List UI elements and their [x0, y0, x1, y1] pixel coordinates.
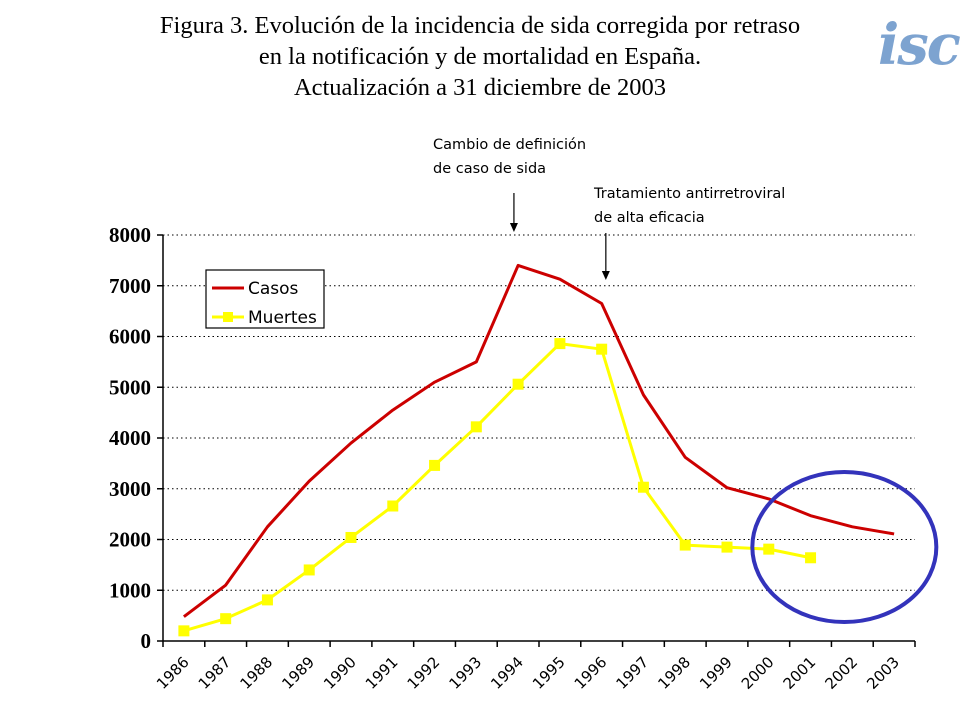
x-tick-label: 1990 — [320, 653, 360, 693]
x-tick-label: 1996 — [571, 653, 611, 693]
x-tick-label: 1989 — [278, 653, 318, 693]
y-tick-label: 7000 — [109, 274, 151, 298]
y-tick-label: 5000 — [109, 375, 151, 399]
x-tick-label: 1998 — [654, 653, 694, 693]
legend-label: Muertes — [248, 308, 317, 328]
annotation-line: de alta eficacia — [594, 210, 705, 226]
annotation-line: de caso de sida — [433, 161, 547, 177]
data-point-muertes — [596, 343, 608, 355]
data-point-muertes — [763, 543, 775, 555]
x-tick-label: 1995 — [529, 653, 569, 693]
legend-label: Casos — [248, 279, 299, 299]
annotation-haart: Tratamiento antirretroviral de alta efic… — [594, 182, 785, 230]
data-point-muertes — [805, 552, 817, 564]
x-tick-label: 1999 — [696, 653, 736, 693]
y-tick-label: 1000 — [109, 578, 151, 602]
x-tick-label: 2001 — [780, 653, 820, 693]
x-tick-label: 1988 — [237, 653, 277, 693]
data-point-muertes — [470, 421, 482, 433]
annotation-arrowhead — [601, 271, 610, 280]
data-point-muertes — [429, 459, 441, 471]
y-tick-label: 6000 — [109, 325, 151, 349]
y-tick-label: 4000 — [109, 426, 151, 450]
y-tick-label: 2000 — [109, 528, 151, 552]
x-tick-label: 1993 — [445, 653, 485, 693]
y-tick-label: 8000 — [109, 223, 151, 247]
data-point-muertes — [387, 500, 399, 512]
title-line-3: Actualización a 31 diciembre de 2003 — [293, 74, 667, 101]
x-tick-label: 1991 — [362, 653, 402, 693]
series-line-muertes — [183, 342, 811, 633]
title-line-2: en la notificación y de mortalidad en Es… — [258, 43, 702, 70]
data-point-muertes — [345, 531, 357, 543]
title-line-1: Figura 3. Evolución de la incidencia de … — [159, 12, 801, 39]
x-tick-label: 2003 — [863, 653, 903, 693]
x-tick-label: 1987 — [195, 653, 235, 693]
data-point-muertes — [637, 481, 649, 493]
data-point-muertes — [303, 564, 315, 576]
x-tick-label: 1986 — [153, 653, 193, 693]
annotation-arrowhead — [509, 223, 518, 232]
x-tick-label: 1992 — [404, 653, 444, 693]
y-tick-label: 3000 — [109, 477, 151, 501]
data-point-muertes — [679, 539, 691, 551]
annotation-line: Tratamiento antirretroviral — [594, 186, 786, 202]
highlight-circle — [750, 470, 939, 624]
data-point-muertes — [721, 541, 733, 553]
data-point-muertes — [220, 613, 232, 625]
annotation-line: Cambio de definición — [433, 137, 587, 153]
x-tick-label: 1994 — [487, 653, 527, 693]
data-point-muertes — [554, 338, 566, 350]
isciii-logo-icon: isc — [878, 12, 960, 78]
data-point-muertes — [178, 625, 190, 637]
x-tick-label: 1997 — [613, 653, 653, 693]
annotation-definition-change: Cambio de definición de caso de sida — [433, 133, 586, 181]
series-line-casos — [182, 263, 895, 618]
legend-swatch-marker — [223, 312, 233, 322]
chart-title: Figura 3. Evolución de la incidencia de … — [80, 10, 880, 103]
x-tick-label: 2002 — [821, 653, 861, 693]
x-tick-label: 2000 — [738, 653, 778, 693]
data-point-muertes — [261, 594, 273, 606]
data-point-muertes — [512, 378, 524, 390]
y-tick-label: 0 — [141, 629, 152, 653]
